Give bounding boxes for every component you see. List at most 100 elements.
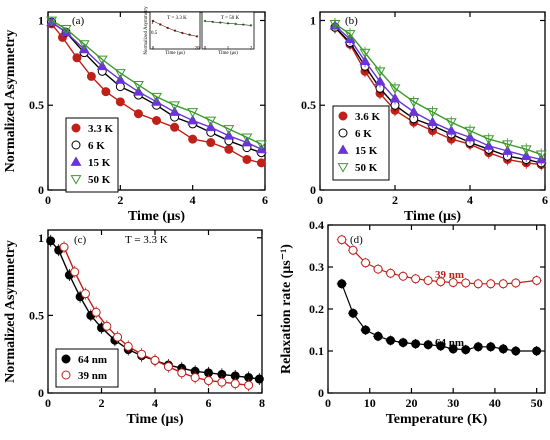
inset-x-tick: 0 <box>204 47 207 52</box>
legend: 64 nm 39 nm <box>55 348 119 388</box>
panel-c: 0 2 4 6 8 0 0.5 1 Time (μs) Normalized Asymmetry (… <box>3 229 265 427</box>
data-point <box>60 25 72 35</box>
y-tick-label: 0.4 <box>309 218 324 232</box>
legend-label: 15 K <box>355 145 378 157</box>
inset-2: T = 50 K Time (μs) 0 1 2 <box>201 11 255 56</box>
data-point <box>423 340 433 350</box>
series-39-nm <box>336 234 542 289</box>
legend-marker <box>71 123 81 133</box>
data-point <box>223 130 235 140</box>
x-tick-label: 6 <box>262 193 268 207</box>
data-point <box>359 48 371 59</box>
data-point <box>187 114 199 125</box>
series-50-K <box>46 16 267 150</box>
data-point <box>224 144 234 154</box>
x-tick-label: 10 <box>364 396 376 410</box>
data-point <box>205 121 217 132</box>
data-point <box>408 106 420 116</box>
inset-title: T = 3.3 K <box>167 16 187 21</box>
legend-label: 39 nm <box>78 370 107 382</box>
data-point <box>520 145 532 155</box>
inset-x-label: Time (μs) <box>165 51 185 56</box>
series-39-nm <box>59 241 254 392</box>
series-label: 39 nm <box>435 269 464 281</box>
x-axis-label: Time (μs) <box>128 209 185 224</box>
data-point <box>244 380 254 390</box>
y-tick-label: 0 <box>310 183 316 197</box>
inset-fit <box>204 20 252 26</box>
inset-x-tick: 0 <box>152 47 155 52</box>
inset-y-tick: 0.5 <box>151 31 158 36</box>
data-point <box>408 97 420 108</box>
data-point <box>445 118 457 128</box>
y-tick-label: 0.3 <box>309 260 324 274</box>
x-tick-label: 4 <box>190 193 196 207</box>
legend-marker <box>70 175 82 185</box>
x-axis-label: Temperature (K) <box>386 412 488 427</box>
inset-x-tick: 1 <box>227 47 230 52</box>
data-point <box>113 332 123 342</box>
data-point <box>169 106 181 116</box>
inset-y-label: Normalized Asymmetry <box>144 6 149 55</box>
data-point <box>241 133 253 144</box>
legend-marker <box>71 140 81 150</box>
data-point <box>123 341 133 351</box>
data-point <box>464 131 476 142</box>
x-tick-label: 4 <box>152 396 158 410</box>
panel-d: 0 10 20 30 40 50 0 0.1 0.2 0.3 0.4 Temperature (K) R… <box>279 218 546 427</box>
data-point <box>535 150 547 161</box>
data-point <box>255 140 267 150</box>
data-point <box>361 258 371 268</box>
y-tick-label: 0 <box>38 183 44 197</box>
data-point <box>502 140 513 150</box>
y-axis-label: Relaxation rate (μs⁻¹) <box>279 244 294 374</box>
data-point <box>359 55 371 66</box>
y-tick-label: 0.5 <box>301 98 316 112</box>
x-tick-label: 0 <box>45 396 51 410</box>
data-point <box>486 342 496 352</box>
data-point <box>115 82 125 92</box>
x-tick-label: 2 <box>117 193 123 207</box>
data-point <box>59 242 69 252</box>
data-point <box>427 116 438 127</box>
data-point <box>498 344 508 354</box>
data-point <box>389 84 401 94</box>
data-point <box>520 150 532 160</box>
x-tick-label: 6 <box>206 396 212 410</box>
series-line <box>341 239 537 285</box>
data-point <box>464 126 476 137</box>
x-tick-label: 0 <box>325 396 331 410</box>
data-point <box>217 377 227 387</box>
legend-marker <box>337 144 349 154</box>
panel-label: (c) <box>74 234 87 246</box>
data-point <box>133 109 143 119</box>
data-point <box>427 108 438 118</box>
legend-label: 6 K <box>355 128 372 140</box>
legend-label: 3.3 K <box>88 123 114 135</box>
inset-x-tick: 2 <box>250 47 253 52</box>
data-point <box>532 346 542 356</box>
x-tick-label: 40 <box>489 396 501 410</box>
y-tick-label: 1 <box>38 231 44 245</box>
legend: 3.3 K 6 K 15 K 50 K <box>65 117 119 193</box>
fit-curve <box>63 246 249 386</box>
inset-fit <box>152 20 198 37</box>
data-point <box>70 267 80 277</box>
x-tick-label: 2 <box>99 396 105 410</box>
data-point <box>486 279 496 289</box>
series-15-K <box>329 19 547 166</box>
data-point <box>511 278 521 288</box>
x-tick-label: 0 <box>45 193 51 207</box>
data-point <box>80 289 90 299</box>
legend-marker <box>61 370 71 380</box>
plot-frame <box>319 11 546 191</box>
x-tick-label: 4 <box>467 193 473 207</box>
x-tick-label: 2 <box>392 193 398 207</box>
data-point <box>344 30 356 40</box>
series-line <box>341 283 537 352</box>
data-point <box>473 279 483 289</box>
panel-label: (b) <box>345 15 358 27</box>
data-point <box>389 92 401 103</box>
